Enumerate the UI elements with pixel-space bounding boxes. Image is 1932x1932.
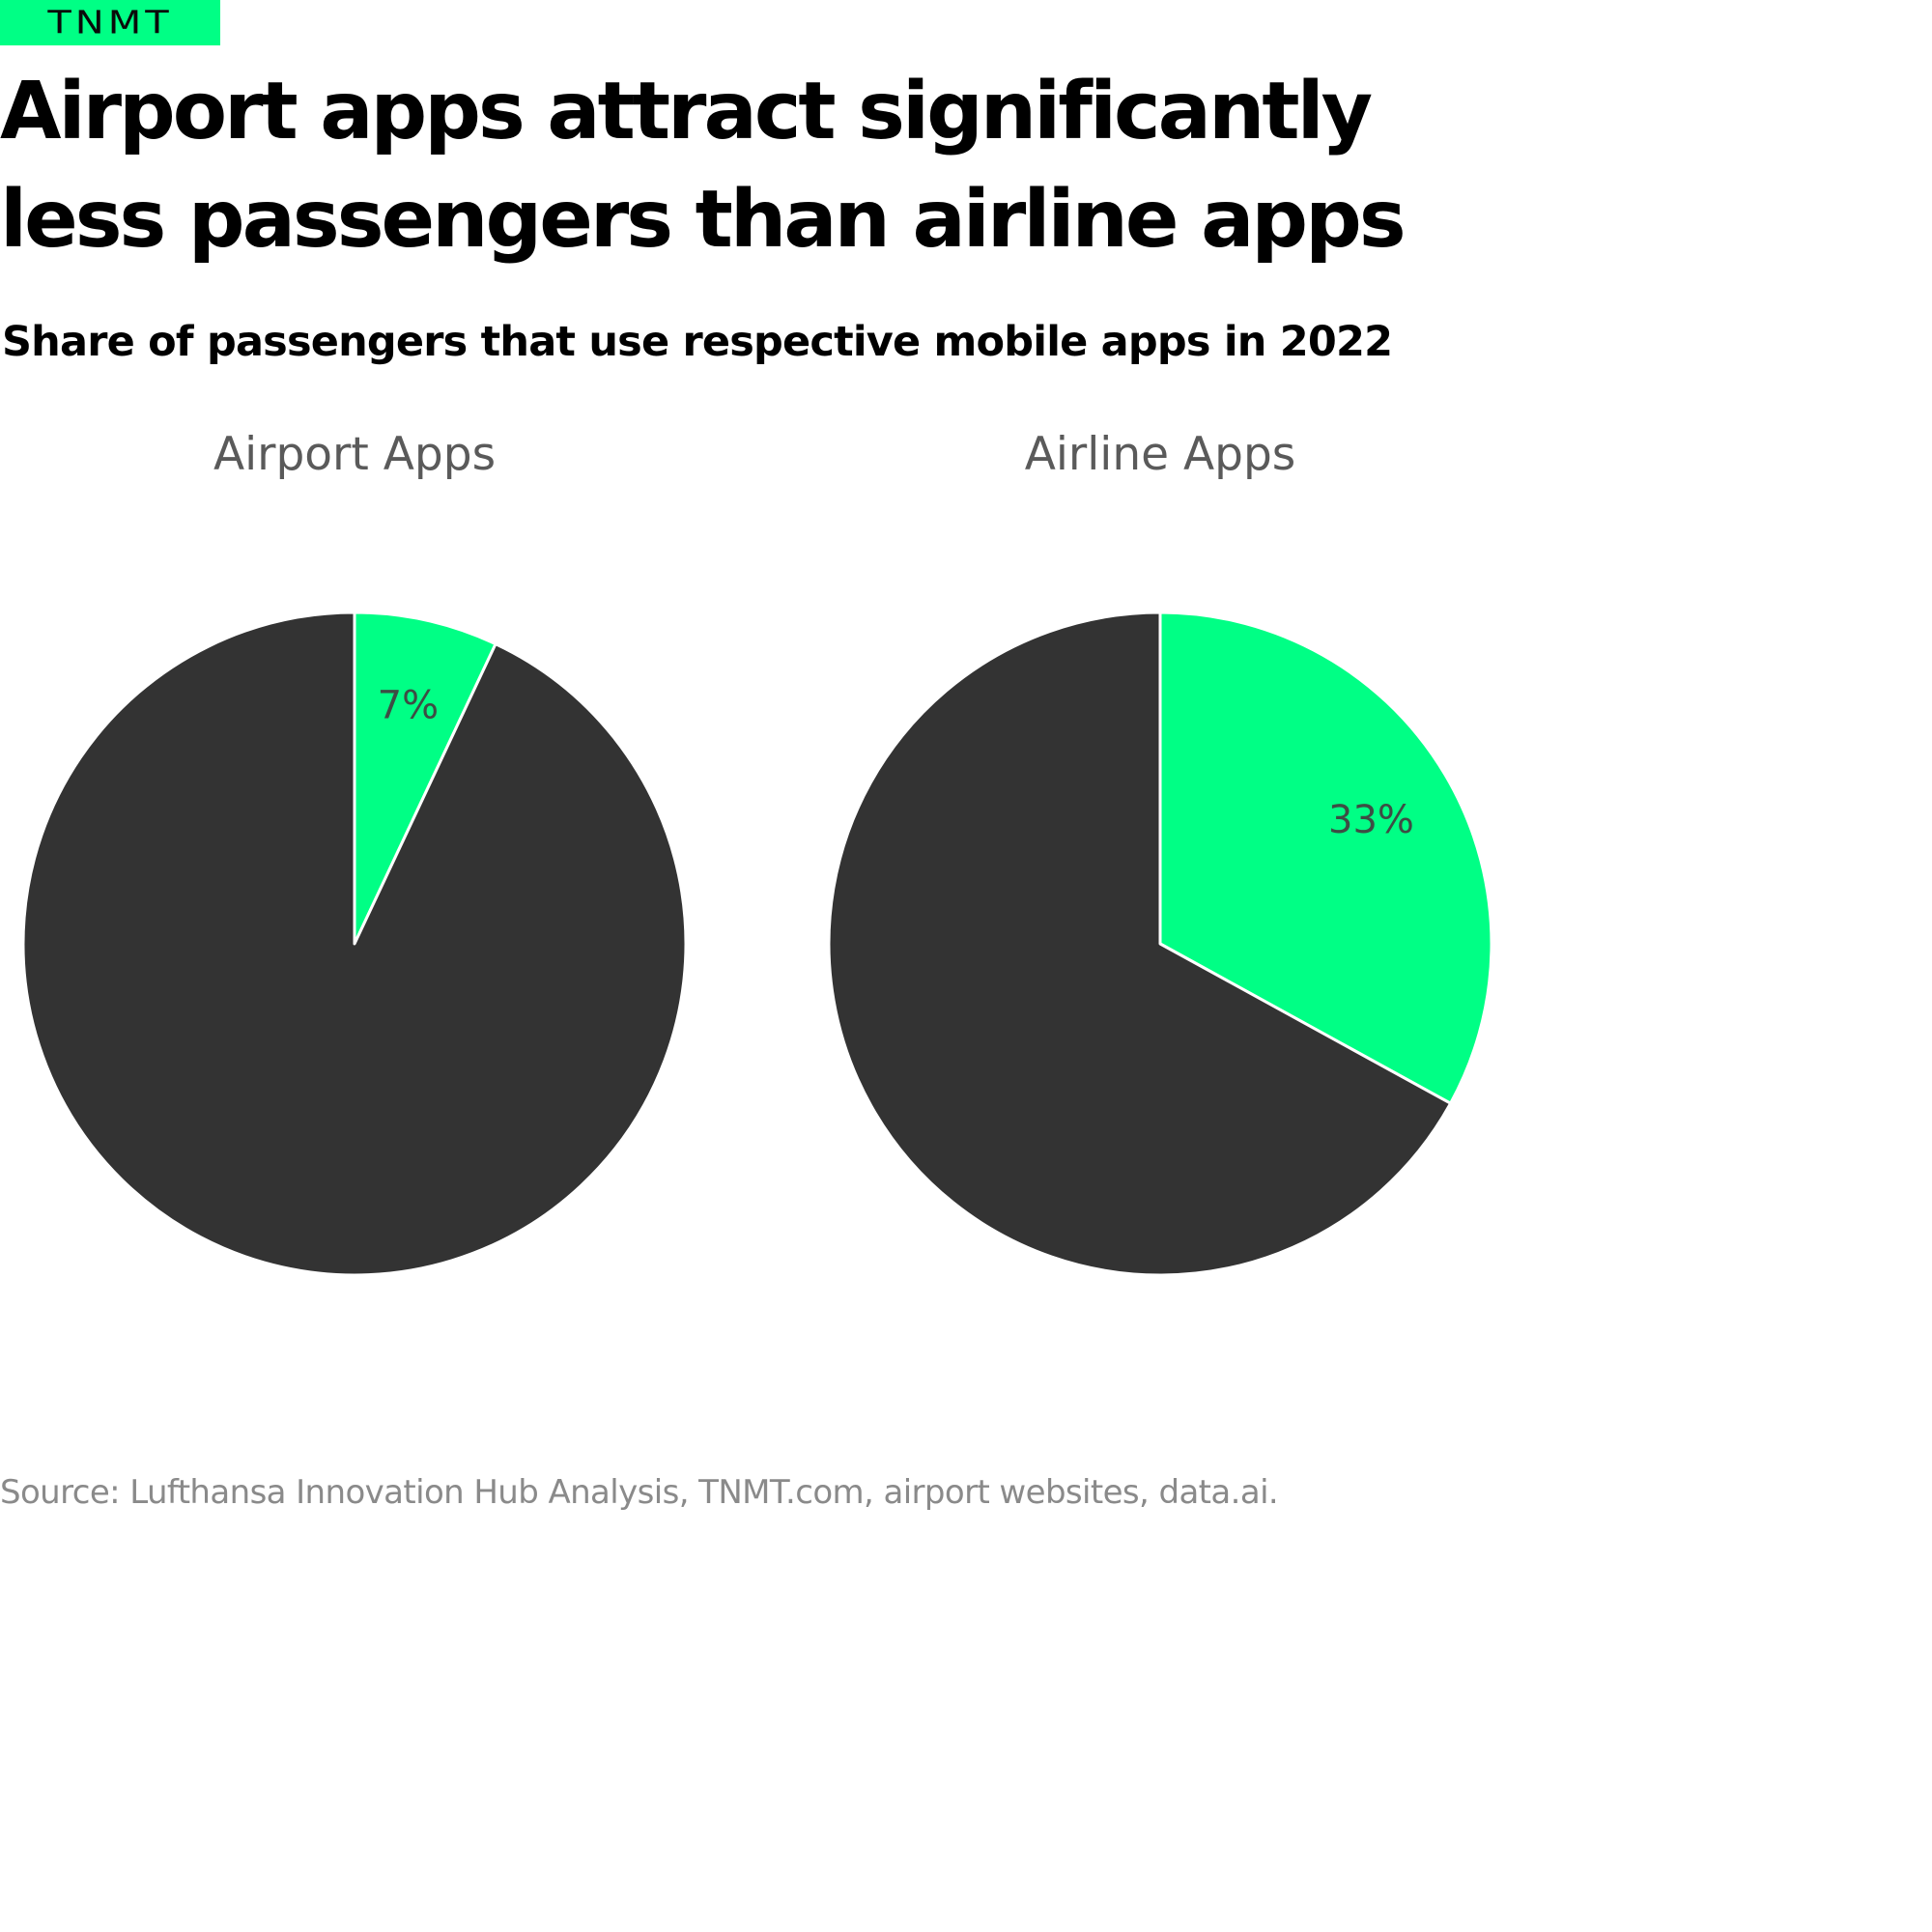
pie-slice — [21, 611, 688, 1277]
brand-logo-text: TNMT — [47, 4, 173, 42]
brand-logo: TNMT — [0, 0, 220, 45]
pie-chart-airport: Airport Apps 7% — [21, 428, 688, 1277]
slice-label: 33% — [1328, 798, 1414, 842]
pie-slice — [827, 611, 1453, 1277]
pie-slice — [1158, 611, 1493, 1105]
source-note: Source: Lufthansa Innovation Hub Analysi… — [0, 1473, 1279, 1512]
pie-title: Airline Apps — [1025, 428, 1296, 481]
pie-slice — [353, 611, 497, 946]
chart-title: Airport apps attract significantly less … — [0, 66, 1406, 266]
pie-charts: Airport Apps 7% Airline Apps 33% — [21, 428, 1493, 1277]
pie-title: Airport Apps — [213, 428, 496, 481]
pie-chart-airline: Airline Apps 33% — [827, 428, 1493, 1277]
slice-label: 7% — [378, 683, 439, 727]
chart-subtitle: Share of passengers that use respective … — [2, 318, 1393, 366]
